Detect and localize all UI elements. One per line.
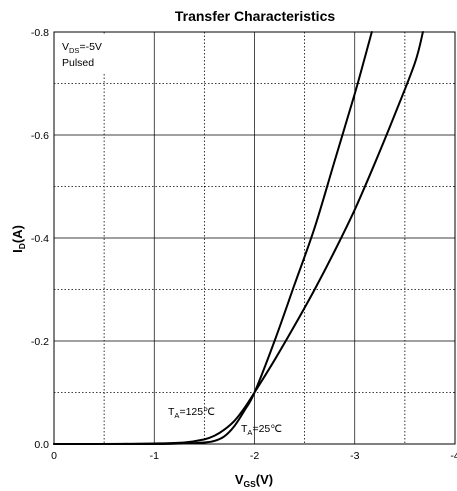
series-label-125c: TA=125℃ bbox=[168, 406, 215, 420]
x-tick-labels: 0 -1 -2 -3 -4 bbox=[51, 450, 457, 462]
y-tick-labels: 0.0 -0.2 -0.4 -0.6 -0.8 bbox=[31, 27, 49, 451]
series-label-125c-subscript: A bbox=[174, 411, 179, 420]
series-label-25c-subscript: A bbox=[247, 428, 252, 437]
vds-condition-symbol: V bbox=[62, 41, 69, 53]
y-axis-label-unit: (A) bbox=[10, 225, 25, 243]
major-gridlines bbox=[53, 31, 456, 445]
vds-condition-value: =-5V bbox=[79, 41, 101, 53]
y-tick-label: -0.4 bbox=[31, 233, 49, 245]
x-tick-label: -2 bbox=[250, 450, 259, 462]
y-axis-label: ID(A) bbox=[10, 225, 27, 253]
y-axis-label-symbol: I bbox=[10, 249, 25, 253]
plot-frame bbox=[53, 31, 456, 445]
x-axis-label: VGS(V) bbox=[235, 472, 273, 489]
vds-condition: VDS=-5V bbox=[62, 41, 102, 55]
x-tick-label: -1 bbox=[150, 450, 159, 462]
x-tick-label: 0 bbox=[51, 450, 57, 462]
series-label-25c-symbol: T bbox=[241, 423, 248, 435]
conditions-box-background bbox=[57, 34, 113, 74]
series-label-25c-value: =25 bbox=[252, 423, 270, 435]
vds-condition-subscript: DS bbox=[69, 46, 79, 55]
x-tick-label: -4 bbox=[450, 450, 457, 462]
pulsed-condition: Pulsed bbox=[62, 57, 94, 69]
y-tick-label: -0.2 bbox=[31, 336, 49, 348]
chart-title: Transfer Characteristics bbox=[175, 8, 336, 24]
y-tick-label: -0.6 bbox=[31, 130, 49, 142]
series-label-25c-unit: ℃ bbox=[270, 423, 282, 435]
series-label-25c: TA=25℃ bbox=[241, 423, 282, 437]
x-axis-label-symbol: V bbox=[235, 472, 244, 487]
series-label-125c-unit: ℃ bbox=[203, 406, 215, 418]
x-axis-label-subscript: GS bbox=[244, 479, 257, 489]
x-tick-label: -3 bbox=[350, 450, 359, 462]
y-tick-label: -0.8 bbox=[31, 27, 49, 39]
y-tick-label: 0.0 bbox=[34, 439, 49, 451]
y-axis-label-subscript: D bbox=[17, 243, 27, 249]
series-label-125c-symbol: T bbox=[168, 406, 175, 418]
x-axis-label-unit: (V) bbox=[256, 472, 273, 487]
series-label-125c-value: =125 bbox=[179, 406, 203, 418]
